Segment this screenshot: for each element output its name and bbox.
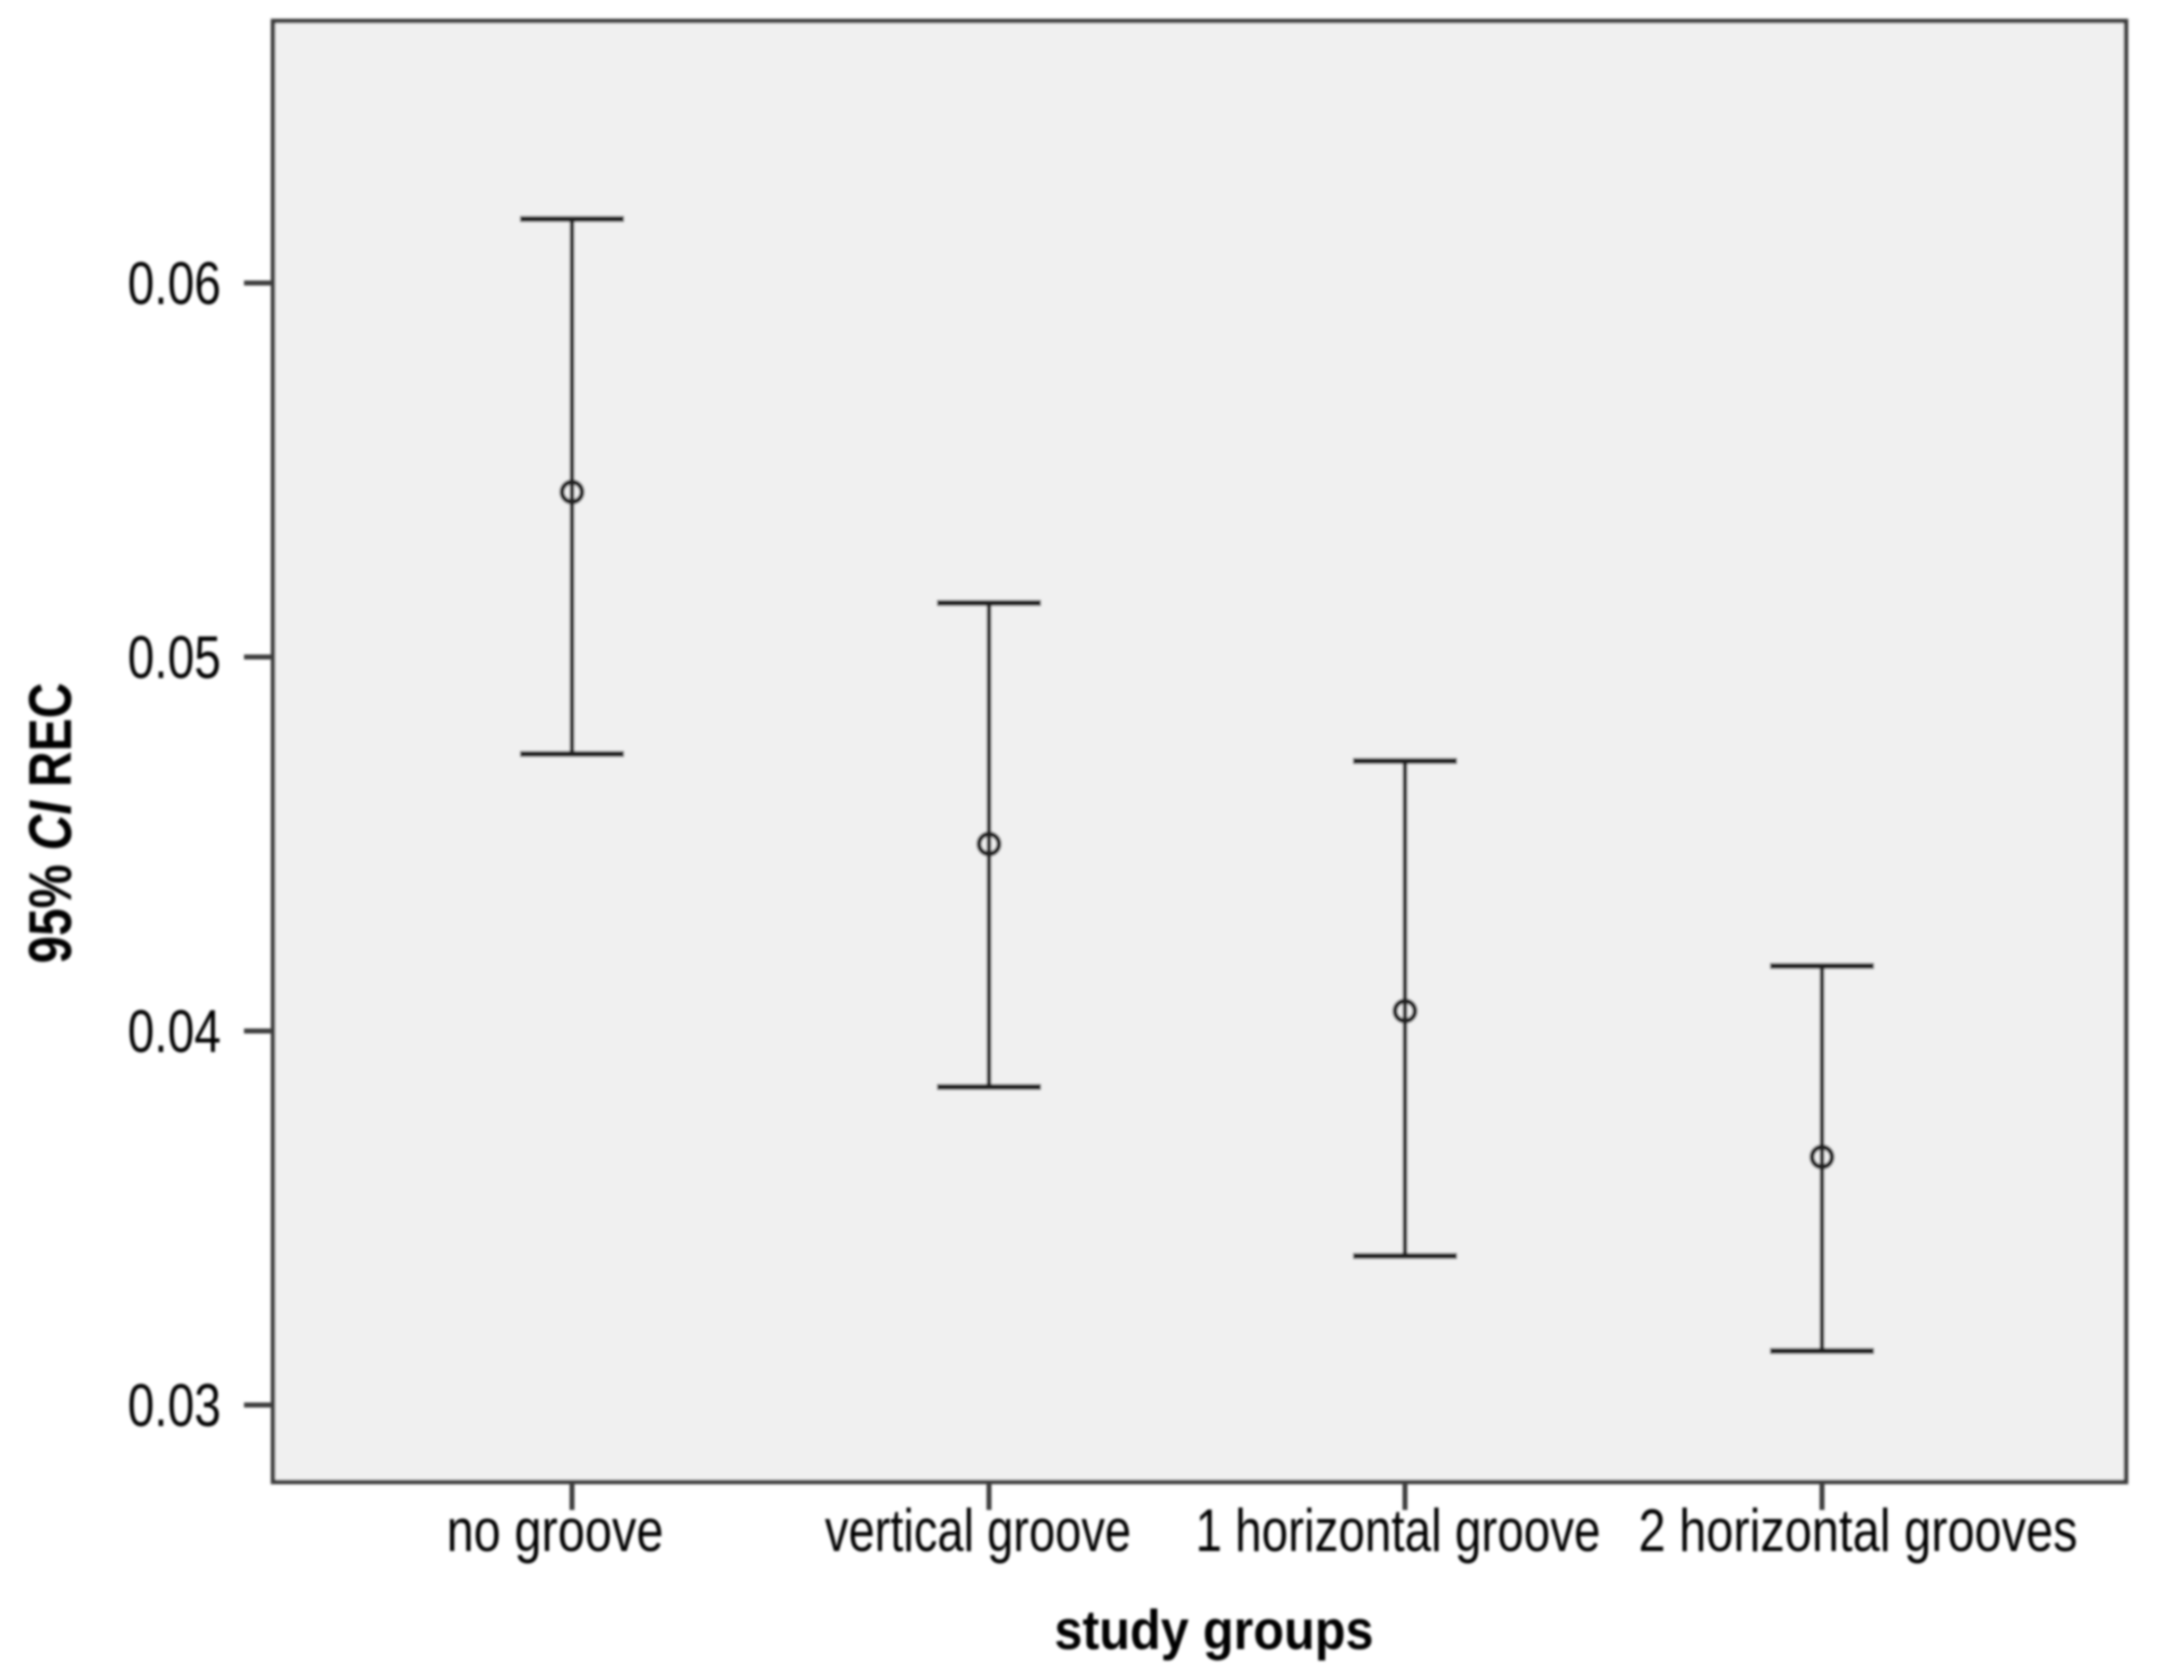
svg-text:study groups: study groups (1054, 1600, 1373, 1662)
svg-text:0.05: 0.05 (128, 624, 221, 691)
svg-text:no groove: no groove (447, 1497, 664, 1564)
svg-text:vertical groove: vertical groove (825, 1498, 1131, 1565)
svg-text:1 horizontal groove: 1 horizontal groove (1195, 1498, 1600, 1564)
svg-text:2 horizontal grooves: 2 horizontal grooves (1638, 1497, 2077, 1564)
svg-text:0.06: 0.06 (128, 250, 221, 317)
svg-text:95% CI REC: 95% CI REC (16, 683, 84, 964)
svg-text:0.04: 0.04 (128, 998, 221, 1065)
svg-text:0.03: 0.03 (128, 1372, 221, 1439)
